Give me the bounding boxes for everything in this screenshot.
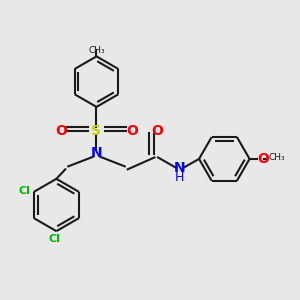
Text: H: H <box>175 171 184 184</box>
Text: Cl: Cl <box>19 186 31 196</box>
Text: O: O <box>126 124 138 138</box>
Text: Cl: Cl <box>49 233 61 244</box>
Text: O: O <box>55 124 67 138</box>
Text: N: N <box>91 146 102 160</box>
Text: CH₃: CH₃ <box>269 153 286 162</box>
Text: N: N <box>174 161 185 175</box>
Text: O: O <box>257 152 269 166</box>
Text: O: O <box>152 124 164 138</box>
Text: CH₃: CH₃ <box>88 46 105 55</box>
Text: S: S <box>92 124 101 138</box>
